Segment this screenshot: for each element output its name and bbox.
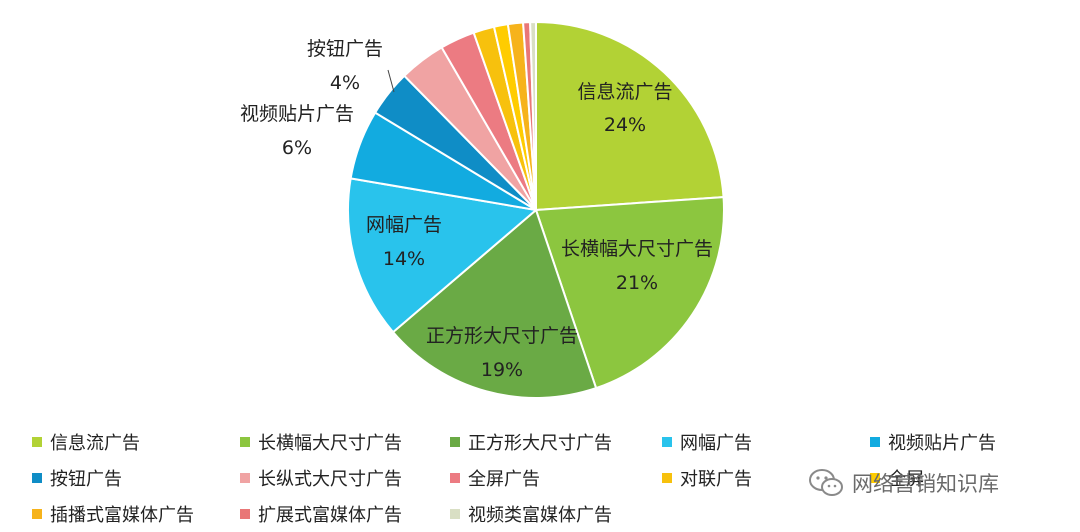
slice-pct-4: 6% (282, 137, 312, 159)
slice-pct-1: 21% (616, 272, 658, 294)
slice-pct-0: 24% (604, 114, 646, 136)
legend-label: 长横幅大尺寸广告 (258, 433, 402, 454)
legend-swatch (450, 509, 460, 519)
legend-label: 网幅广告 (680, 433, 752, 454)
legend-item: 正方形大尺寸广告 (450, 429, 612, 455)
legend-swatch (240, 437, 250, 447)
watermark: 网络营销知识库 (808, 468, 999, 498)
legend-label: 正方形大尺寸广告 (468, 433, 612, 454)
slice-label-2: 正方形大尺寸广告 (426, 325, 578, 347)
legend-label: 信息流广告 (50, 433, 140, 454)
legend-swatch (240, 473, 250, 483)
pie-slice-3 (347, 177, 539, 334)
pie-slice-1 (534, 196, 725, 390)
slice-label-5: 按钮广告 (307, 38, 383, 60)
legend-label: 对联广告 (680, 469, 752, 490)
legend-label: 插播式富媒体广告 (50, 505, 194, 526)
legend-item: 长纵式大尺寸广告 (240, 465, 402, 491)
slice-pct-2: 19% (481, 359, 523, 381)
legend-item: 扩展式富媒体广告 (240, 501, 402, 527)
slice-pct-3: 14% (383, 248, 425, 270)
legend-swatch (450, 473, 460, 483)
legend-item: 长横幅大尺寸广告 (240, 429, 402, 455)
slice-label-0: 信息流广告 (577, 81, 672, 103)
legend-swatch (870, 437, 880, 447)
slice-pct-5: 4% (330, 72, 360, 94)
slice-label-3: 网幅广告 (366, 214, 442, 236)
legend-swatch (32, 437, 42, 447)
legend-swatch (450, 437, 460, 447)
wechat-icon (809, 469, 843, 496)
pie-chart: 信息流广告 24% 长横幅大尺寸广告 21% 正方形大尺寸广告 19% 网幅广告 14% 视频贴… (240, 20, 725, 399)
pie-slice-12 (529, 20, 537, 211)
leader-lines (387, 69, 395, 93)
legend-swatch (32, 509, 42, 519)
legend-label: 全屏广告 (468, 469, 540, 490)
legend-swatch (870, 473, 880, 483)
legend-label: 视频类富媒体广告 (468, 505, 612, 526)
legend-item: 全屏 (870, 465, 924, 491)
legend-label: 全屏 (888, 469, 924, 490)
pie-slices (347, 20, 725, 399)
legend-item: 插播式富媒体广告 (32, 501, 194, 527)
slice-label-4: 视频贴片广告 (240, 103, 354, 125)
pie-slice-2 (391, 208, 598, 399)
legend-item: 全屏广告 (450, 465, 540, 491)
slice-label-1: 长横幅大尺寸广告 (561, 238, 713, 260)
legend-item: 网幅广告 (662, 429, 752, 455)
legend-item: 信息流广告 (32, 429, 140, 455)
legend-item: 对联广告 (662, 465, 752, 491)
legend-item: 按钮广告 (32, 465, 122, 491)
legend-swatch (32, 473, 42, 483)
legend-swatch (662, 437, 672, 447)
legend-item: 视频贴片广告 (870, 429, 996, 455)
legend-swatch (240, 509, 250, 519)
legend-label: 扩展式富媒体广告 (258, 505, 402, 526)
legend-label: 长纵式大尺寸广告 (258, 469, 402, 490)
watermark-text: 网络营销知识库 (852, 472, 999, 496)
legend-swatch (662, 473, 672, 483)
legend-label: 按钮广告 (50, 469, 122, 490)
slice-labels: 信息流广告 24% 长横幅大尺寸广告 21% 正方形大尺寸广告 19% 网幅广告 14% 视频贴… (240, 38, 713, 381)
legend: 信息流广告 长横幅大尺寸广告 正方形大尺寸广告 网幅广告 视频贴片广告按钮广告 长纵式大尺… (0, 418, 1080, 532)
legend-label: 视频贴片广告 (888, 433, 996, 454)
legend-item: 视频类富媒体广告 (450, 501, 612, 527)
pie-slice-0 (535, 20, 725, 212)
leader-line-5 (387, 69, 395, 93)
